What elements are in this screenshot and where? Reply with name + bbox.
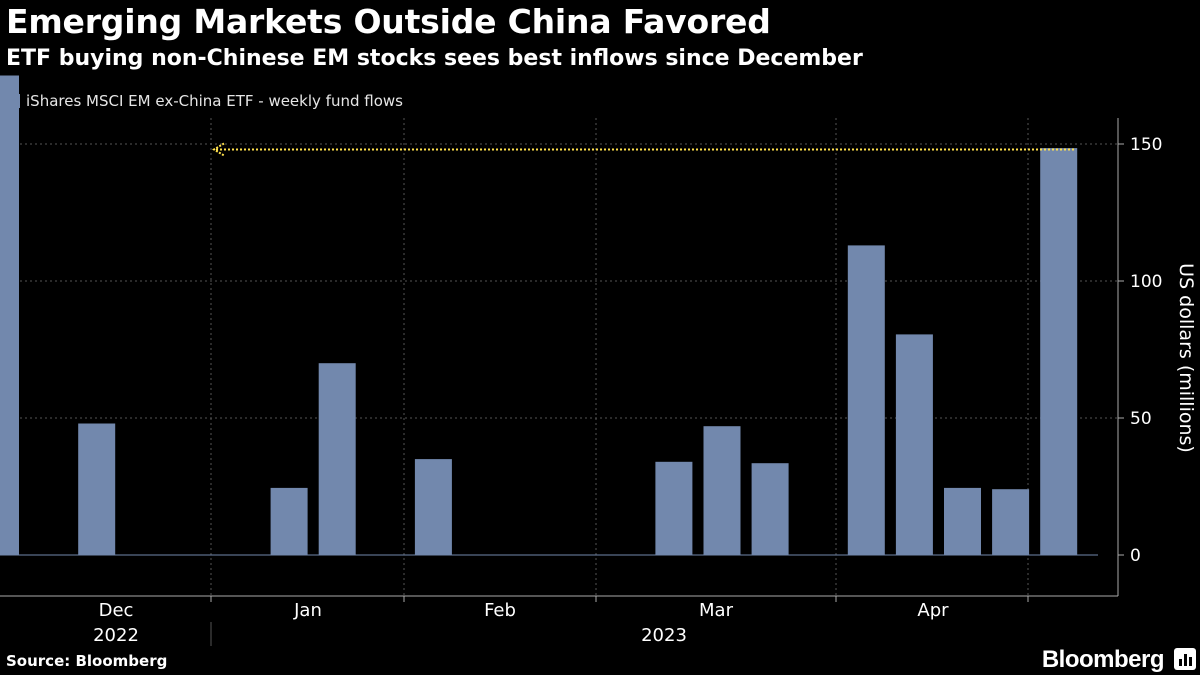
bar xyxy=(944,487,981,555)
bar xyxy=(318,363,356,555)
legend-label: iShares MSCI EM ex-China ETF - weekly fu… xyxy=(26,92,403,110)
x-tick-label: Mar xyxy=(699,600,734,621)
bar xyxy=(655,461,693,555)
y-tick-label: 100 xyxy=(1130,272,1162,292)
bar xyxy=(414,459,452,555)
chart-title: Emerging Markets Outside China Favored xyxy=(6,2,771,41)
bar xyxy=(1040,148,1078,555)
x-tick-label: Feb xyxy=(484,600,516,621)
bar xyxy=(703,426,741,555)
y-tick-label: 150 xyxy=(1130,135,1162,155)
bloomberg-chart-icon xyxy=(1174,648,1196,670)
y-tick-label: 0 xyxy=(1130,546,1141,566)
bar xyxy=(751,463,789,555)
source-note: Source: Bloomberg xyxy=(6,652,168,670)
bloomberg-logo: Bloomberg xyxy=(1041,646,1165,673)
bar xyxy=(270,487,308,555)
bar xyxy=(895,334,933,555)
y-tick-label: 50 xyxy=(1130,409,1152,429)
x-tick-label: Jan xyxy=(293,600,322,621)
x-year-label: 2022 xyxy=(93,625,139,646)
reference-arrowhead xyxy=(212,142,225,157)
bar xyxy=(847,245,885,555)
bar xyxy=(992,489,1030,555)
chart-subtitle: ETF buying non-Chinese EM stocks sees be… xyxy=(6,46,863,71)
x-tick-label: Apr xyxy=(917,600,949,621)
y-axis-label: US dollars (millions) xyxy=(1175,263,1197,453)
bar xyxy=(78,423,116,555)
bar xyxy=(0,75,19,555)
x-year-label: 2023 xyxy=(641,625,687,646)
x-tick-label: Dec xyxy=(99,600,134,621)
